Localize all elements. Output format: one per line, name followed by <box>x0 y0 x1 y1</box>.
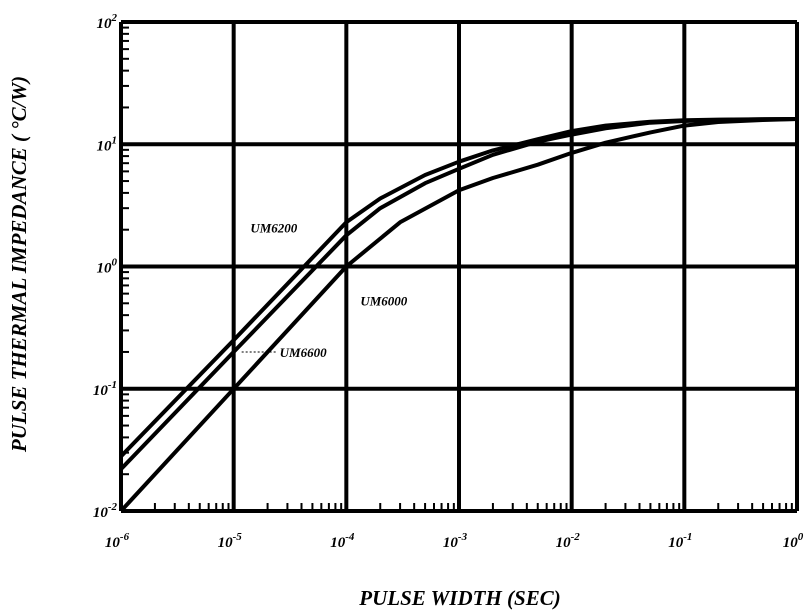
x-tick-exponent: -6 <box>120 531 130 543</box>
x-tick-label-1: 10-5 <box>218 531 243 551</box>
series-lines <box>119 117 798 513</box>
x-tick-base: 10 <box>783 535 799 551</box>
y-tick-exponent: 2 <box>111 12 118 24</box>
x-tick-base: 10 <box>330 535 346 551</box>
tick-labels: 10-6 10-5 10-4 10-3 10-2 10-1 10010-210-110010… <box>93 12 804 551</box>
x-tick-label-4: 10-2 <box>556 531 581 551</box>
x-tick-label-3: 10-3 <box>443 531 468 551</box>
grid-lines <box>119 20 799 513</box>
series-label-um6600: UM6600 <box>280 345 327 360</box>
series-label-um6200: UM6200 <box>250 220 297 235</box>
y-tick-base: 10 <box>97 261 113 277</box>
x-tick-label-0: 10-6 <box>105 531 130 551</box>
x-tick-exponent: -1 <box>683 531 692 543</box>
y-tick-exponent: 0 <box>112 257 118 269</box>
tick-marks <box>121 26 793 511</box>
y-tick-label-0: 10-2 <box>93 501 118 521</box>
y-tick-base: 10 <box>93 505 109 521</box>
y-tick-base: 10 <box>97 138 113 154</box>
x-tick-exponent: -5 <box>233 531 243 543</box>
x-tick-exponent: -4 <box>345 531 355 543</box>
x-tick-exponent: -3 <box>458 531 468 543</box>
y-tick-label-3: 101 <box>97 134 118 154</box>
y-tick-exponent: -2 <box>108 501 118 513</box>
x-tick-label-5: 10-1 <box>668 531 692 551</box>
x-tick-base: 10 <box>668 535 684 551</box>
y-tick-label-2: 100 <box>97 257 118 277</box>
series-label-um6000: UM6000 <box>360 294 407 309</box>
y-tick-base: 10 <box>97 16 113 32</box>
x-tick-base: 10 <box>443 535 459 551</box>
y-tick-exponent: 1 <box>112 134 118 146</box>
x-tick-base: 10 <box>105 535 121 551</box>
x-axis-label: PULSE WIDTH (SEC) <box>358 586 560 610</box>
x-tick-exponent: 0 <box>798 531 804 543</box>
x-tick-base: 10 <box>556 535 572 551</box>
x-tick-base: 10 <box>218 535 234 551</box>
y-tick-label-1: 10-1 <box>93 379 117 399</box>
x-tick-label-6: 100 <box>783 531 804 551</box>
y-tick-base: 10 <box>93 383 109 399</box>
y-tick-exponent: -1 <box>108 379 117 391</box>
series-line-um6000 <box>119 117 798 513</box>
y-axis-label: PULSE THERMAL IMPEDANCE ( °C/W) <box>7 76 31 453</box>
y-tick-label-4: 102 <box>97 12 118 32</box>
x-tick-exponent: -2 <box>571 531 581 543</box>
x-tick-label-2: 10-4 <box>330 531 355 551</box>
series-line-um6600 <box>119 117 798 471</box>
